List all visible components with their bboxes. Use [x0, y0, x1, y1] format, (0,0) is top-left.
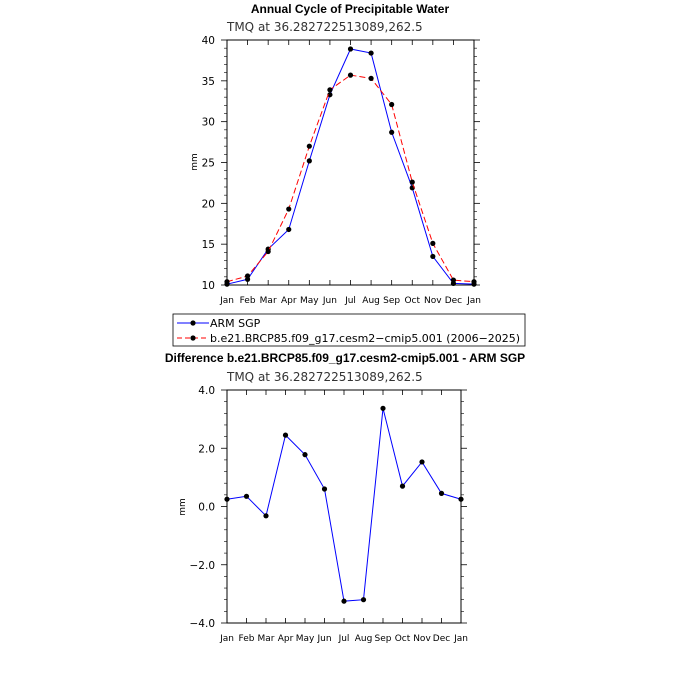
data-point — [430, 253, 436, 260]
data-point — [438, 490, 445, 496]
chart1-subtitle: TMQ at 36.282722513089,262.5 — [226, 20, 423, 34]
y-tick-label: 2.0 — [198, 443, 215, 455]
x-tick-label: Jan — [219, 634, 234, 644]
legend-marker-model — [190, 335, 196, 341]
chart2-title: Difference b.e21.BRCP85.f09_g17.cesm2-cm… — [165, 351, 525, 365]
x-tick-label: Aug — [362, 296, 380, 306]
chart-precipitable-water: Annual Cycle of Precipitable Water TMQ a… — [190, 2, 481, 306]
chart1-series — [224, 46, 477, 287]
data-point — [306, 158, 312, 164]
data-point — [282, 432, 289, 438]
x-tick-label: Jan — [219, 296, 234, 306]
data-point — [419, 459, 425, 465]
data-point — [302, 452, 308, 458]
data-point — [471, 279, 477, 285]
x-tick-label: May — [296, 634, 315, 644]
chart1-xtick-labels: Jan Feb Mar Apr May Jun Jul Aug Sep Oct Nov Dec Jan — [219, 296, 481, 306]
data-point — [341, 598, 347, 604]
x-tick-label: Jun — [316, 634, 331, 644]
data-point — [409, 179, 415, 185]
x-tick-label: Dec — [433, 634, 450, 644]
chart1-ytick-labels: 10 15 20 25 30 35 40 — [202, 35, 215, 292]
data-point — [306, 143, 312, 149]
x-tick-label: Nov — [424, 296, 442, 306]
data-point — [327, 92, 333, 98]
chart1-ylabel: mm — [190, 153, 200, 171]
y-tick-label: 10 — [202, 280, 215, 292]
x-tick-label: Nov — [413, 634, 431, 644]
data-point — [368, 50, 374, 56]
x-tick-label: Jan — [453, 634, 468, 644]
x-tick-label: Mar — [258, 634, 275, 644]
chart2-ylabel: mm — [178, 498, 188, 516]
x-tick-label: Jul — [338, 634, 350, 644]
y-tick-label: −4.0 — [190, 618, 216, 630]
chart2-ticks — [221, 389, 467, 624]
data-point — [399, 483, 406, 489]
x-tick-label: May — [300, 296, 319, 306]
x-tick-label: Jul — [344, 296, 356, 306]
y-tick-label: 30 — [202, 117, 215, 129]
y-tick-label: −2.0 — [190, 560, 216, 572]
data-point — [224, 279, 230, 285]
data-point — [244, 273, 251, 279]
y-tick-label: 40 — [202, 35, 215, 47]
x-tick-label: Feb — [240, 296, 256, 306]
chart2-ytick-labels: −4.0 −2.0 0.0 2.0 4.0 — [190, 385, 216, 630]
x-tick-label: Dec — [445, 296, 462, 306]
data-point — [263, 513, 269, 519]
legend-box — [172, 313, 526, 347]
x-tick-label: Jun — [322, 296, 337, 306]
data-point — [286, 226, 292, 233]
data-point — [450, 277, 457, 283]
data-point — [389, 129, 395, 135]
x-tick-label: Sep — [375, 634, 392, 644]
data-point — [430, 240, 436, 246]
data-point — [265, 248, 271, 255]
y-tick-label: 15 — [202, 239, 215, 251]
data-point — [347, 46, 354, 52]
data-point — [380, 405, 386, 411]
chart2-series — [224, 405, 464, 604]
data-point — [360, 597, 367, 603]
x-tick-label: Jan — [466, 296, 481, 306]
data-point — [224, 496, 230, 502]
y-tick-label: 20 — [202, 198, 215, 210]
chart2-subtitle: TMQ at 36.282722513089,262.5 — [226, 370, 423, 384]
data-point — [368, 75, 374, 81]
y-tick-label: 25 — [202, 158, 215, 170]
x-tick-label: Mar — [260, 296, 277, 306]
chart2-xtick-labels: Jan Feb Mar Apr May Jun Jul Aug Sep Oct Nov Dec Jan — [219, 634, 468, 644]
chart-difference: Difference b.e21.BRCP85.f09_g17.cesm2-cm… — [165, 351, 525, 644]
chart1-title: Annual Cycle of Precipitable Water — [251, 2, 450, 16]
x-tick-label: Sep — [383, 296, 400, 306]
legend-label-arm: ARM SGP — [210, 317, 261, 330]
y-tick-label: 0.0 — [198, 502, 215, 514]
legend: ARM SGP b.e21.BRCP85.f09_g17.cesm2−cmip5… — [172, 313, 526, 347]
data-point — [286, 206, 292, 212]
x-tick-label: Oct — [395, 634, 411, 644]
data-point — [327, 87, 333, 93]
legend-label-model: b.e21.BRCP85.f09_g17.cesm2−cmip5.001 (20… — [210, 332, 520, 345]
data-point — [389, 101, 395, 108]
x-tick-label: Apr — [281, 296, 297, 306]
data-point — [243, 493, 250, 499]
y-tick-label: 35 — [202, 76, 215, 88]
x-tick-label: Aug — [355, 634, 373, 644]
y-tick-label: 4.0 — [198, 385, 215, 397]
data-point — [321, 486, 328, 492]
x-tick-label: Apr — [278, 634, 294, 644]
legend-marker-arm — [190, 320, 196, 326]
data-point — [347, 72, 354, 78]
x-tick-label: Feb — [239, 634, 255, 644]
data-point — [458, 496, 464, 502]
x-tick-label: Oct — [404, 296, 420, 306]
